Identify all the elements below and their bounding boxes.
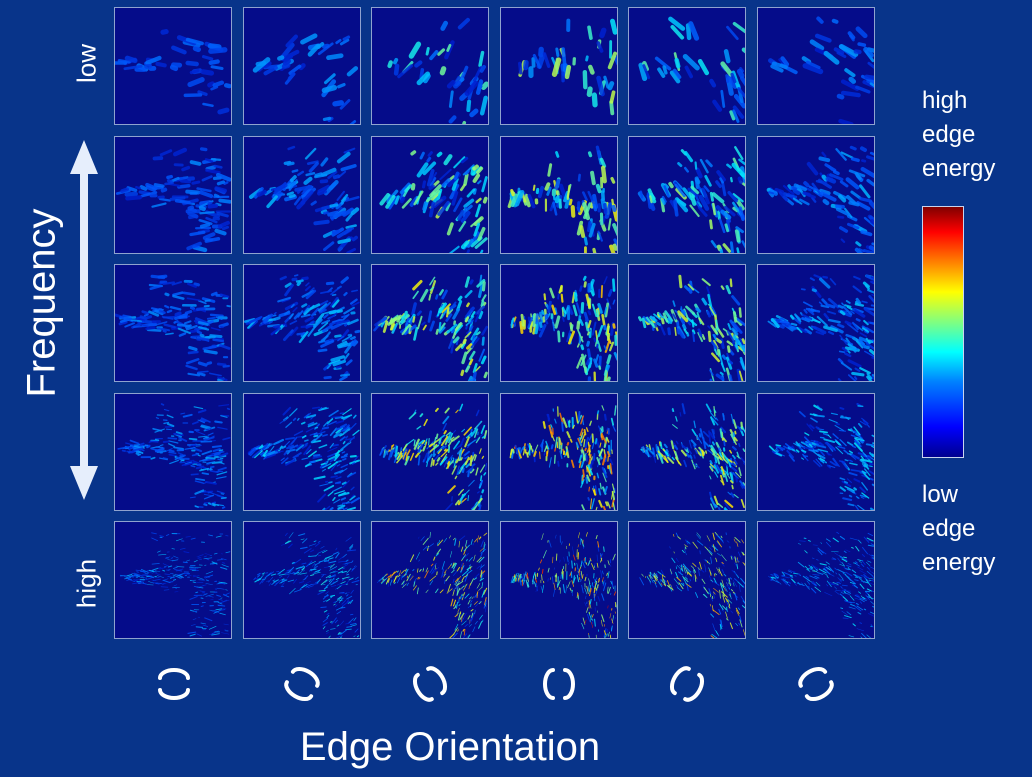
energy-map-tile — [757, 7, 875, 125]
energy-map-tile — [499, 7, 618, 125]
energy-map-tile — [242, 521, 361, 639]
energy-map-tile — [242, 264, 361, 382]
energy-map-tile — [499, 135, 618, 254]
double-arrow-icon — [70, 140, 98, 500]
energy-map-tile — [114, 7, 232, 125]
energy-map-tile — [371, 392, 490, 511]
energy-map-tile — [628, 264, 747, 382]
energy-map-tile — [371, 7, 490, 125]
energy-map-tile — [628, 135, 747, 254]
row-label-high: high — [71, 558, 102, 609]
orientation-glyph-icon — [669, 666, 705, 702]
energy-map-tile — [371, 264, 490, 382]
energy-map-tile — [114, 521, 232, 639]
energy-map-tile — [114, 135, 232, 254]
energy-map-tile — [499, 521, 618, 639]
energy-map-tile — [499, 392, 618, 511]
energy-map-tile — [499, 264, 618, 382]
energy-map-tile — [628, 521, 747, 639]
energy-colorbar — [922, 206, 964, 458]
legend-low-line-2: edge — [922, 515, 976, 542]
orientation-glyph-icon — [543, 668, 575, 700]
orientation-glyph-icon — [158, 668, 190, 700]
orientation-glyph-icon — [284, 666, 320, 702]
row-label-low: low — [71, 44, 102, 84]
frequency-label: Frequency — [19, 208, 64, 398]
legend-low-line-1: low — [922, 481, 959, 508]
energy-map-tile — [628, 392, 747, 511]
energy-map-tile — [371, 521, 490, 639]
energy-map-tile — [757, 135, 875, 254]
legend-high-line-1: high — [922, 87, 968, 114]
energy-map-tile — [371, 135, 490, 254]
energy-map-tile — [114, 264, 232, 382]
legend-high-line-3: energy — [922, 155, 996, 182]
legend-high-label: high edge energy — [922, 84, 995, 186]
energy-map-tile — [114, 392, 232, 511]
x-axis-title: Edge Orientation — [299, 725, 601, 769]
energy-map-tile — [628, 7, 747, 125]
orientation-glyph-icon — [412, 666, 448, 702]
energy-map-tile — [757, 264, 875, 382]
energy-map-tile — [242, 392, 361, 511]
energy-map-tile — [757, 521, 875, 639]
orientation-glyph-icon — [798, 666, 834, 702]
legend-low-line-3: energy — [922, 549, 996, 576]
energy-map-tile — [242, 135, 361, 254]
energy-map-tile — [757, 392, 875, 511]
legend-high-line-2: edge — [922, 121, 976, 148]
energy-map-tile — [242, 7, 361, 125]
legend-low-label: low edge energy — [922, 478, 995, 580]
